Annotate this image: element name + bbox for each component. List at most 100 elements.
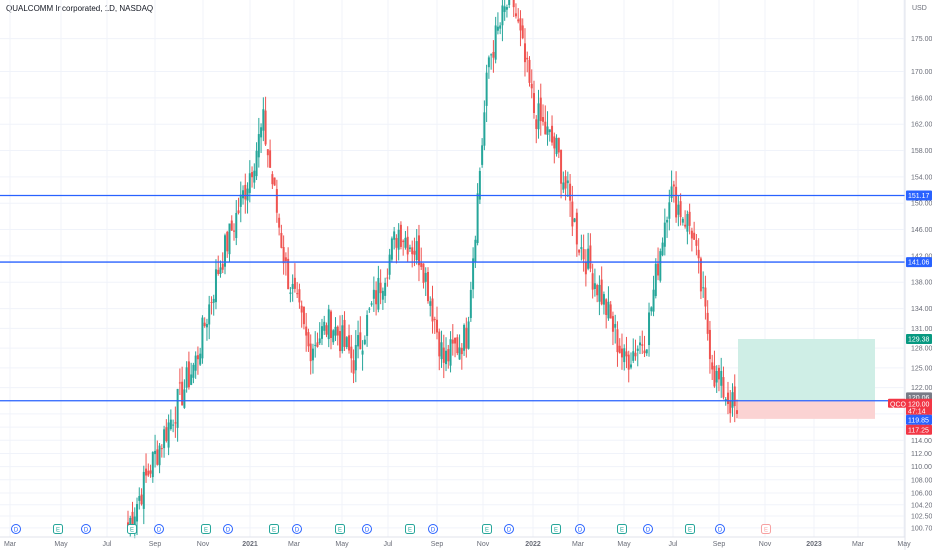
earnings-icon — [335, 524, 345, 534]
candle-up — [257, 134, 260, 158]
candle-up — [219, 267, 222, 274]
dividend-icon — [362, 524, 372, 534]
price-tick-label: 134.00 — [911, 306, 932, 313]
price-tick-label: 128.00 — [911, 346, 932, 353]
candle-down — [578, 249, 581, 253]
candle-up — [404, 237, 407, 248]
price-axis[interactable]: USD 100.70 102.50 104.20 106.00 108.00 110.00 1… — [911, 5, 932, 532]
target-price-tag: 129.38 — [908, 336, 930, 343]
candle-down — [697, 249, 700, 259]
price-tick-label: 104.20 — [911, 502, 932, 509]
candle-down — [530, 83, 533, 89]
candle-up — [494, 25, 497, 60]
time-tick-label: 2023 — [806, 541, 822, 548]
candle-down — [736, 410, 738, 414]
candle-down — [305, 326, 308, 336]
candle-down — [284, 257, 287, 262]
candle-down — [244, 184, 247, 200]
candle-down — [706, 312, 709, 334]
time-tick-label: 2021 — [242, 541, 258, 548]
candle-up — [199, 353, 202, 365]
candle-down — [359, 332, 362, 350]
event-letter: D — [157, 528, 162, 534]
dividend-icon — [643, 524, 653, 534]
candle-down — [627, 354, 630, 370]
candle-up — [668, 202, 671, 219]
candle-up — [154, 450, 157, 455]
candle-up — [332, 330, 335, 343]
candle-down — [492, 51, 495, 58]
event-letter: D — [578, 528, 583, 534]
candle-up — [246, 188, 249, 201]
horizontal-levels[interactable] — [0, 194, 905, 402]
candle-up — [370, 303, 373, 305]
candle-up — [129, 517, 132, 526]
candle-down — [395, 237, 398, 248]
candle-down — [343, 319, 346, 347]
candle-down — [264, 110, 267, 145]
earnings-icon — [617, 524, 627, 534]
candle-down — [544, 121, 547, 135]
candle-up — [490, 54, 493, 56]
last-price-tag-bg — [906, 398, 932, 415]
position-zones[interactable] — [738, 338, 875, 419]
candle-up — [255, 150, 258, 177]
candle-down — [300, 305, 303, 313]
price-tick-label: 150.00 — [911, 201, 932, 208]
candle-up — [172, 424, 175, 426]
candle-up — [648, 312, 651, 346]
candle-up — [366, 314, 369, 336]
candle-down — [560, 149, 563, 184]
candle-down — [454, 337, 457, 344]
candle-up — [429, 301, 432, 306]
candle-down — [557, 137, 560, 153]
target-zone[interactable] — [738, 338, 875, 401]
candle-down — [348, 335, 351, 351]
time-axis[interactable]: Mar May Jul Sep Nov 2021 Mar May Jul Sep Nov 2022 Ma… — [4, 541, 911, 548]
earnings-icon — [127, 524, 137, 534]
candle-down — [196, 355, 199, 360]
time-tick-label: May — [617, 541, 631, 548]
event-letter: D — [226, 528, 231, 534]
candle-down — [411, 247, 414, 255]
dividend-icon — [11, 524, 21, 534]
candle-up — [388, 254, 391, 275]
dividend-icon — [81, 524, 91, 534]
time-tick-label: Jul — [103, 541, 112, 548]
event-letter: D — [14, 528, 19, 534]
candle-down — [350, 346, 353, 359]
candle-down — [352, 360, 355, 374]
candle-up — [327, 309, 330, 340]
dividend-icon — [575, 524, 585, 534]
candle-up — [458, 347, 461, 360]
chart-title: QUALCOMM Incorporated, 1D, NASDAQ — [6, 4, 154, 13]
stop-price-tag-bg — [906, 424, 932, 435]
candle-down — [620, 348, 623, 358]
candle-up — [314, 344, 317, 346]
candle-up — [415, 241, 418, 261]
entry-price-tag: 120.06 — [908, 395, 930, 402]
candle-down — [711, 362, 714, 370]
candle-up — [645, 349, 648, 354]
earnings-icon — [201, 524, 211, 534]
candle-up — [201, 317, 204, 359]
candle-down — [589, 245, 592, 269]
candle-down — [417, 235, 420, 266]
candle-down — [523, 43, 526, 63]
candle-down — [596, 285, 599, 296]
candle-down — [431, 298, 434, 322]
candle-up — [566, 180, 569, 184]
stop-zone[interactable] — [738, 400, 875, 419]
candle-down — [729, 400, 732, 414]
candle-up — [248, 173, 251, 193]
candle-up — [228, 223, 231, 255]
event-letter: D — [507, 528, 512, 534]
candle-up — [499, 25, 502, 29]
candle-down — [717, 367, 720, 380]
candle-up — [537, 103, 540, 130]
candle-down — [675, 186, 678, 218]
price-axis-currency: USD — [912, 5, 927, 12]
candle-down — [309, 343, 312, 362]
candle-down — [618, 345, 621, 354]
